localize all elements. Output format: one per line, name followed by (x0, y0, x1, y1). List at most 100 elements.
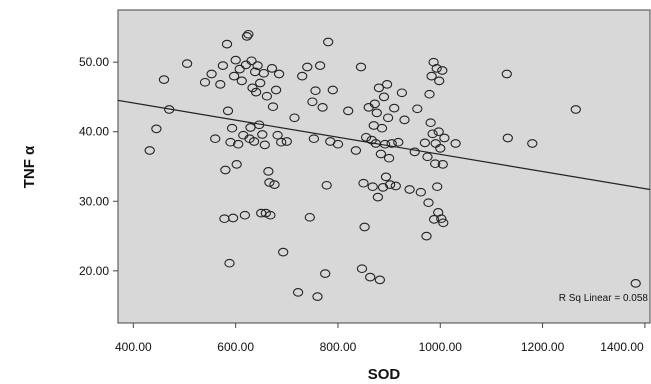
data-point (425, 118, 436, 128)
data-point (248, 137, 260, 146)
x-tick-label: 600.00 (217, 340, 254, 354)
data-point (245, 123, 256, 132)
x-tick-label: 400.00 (115, 340, 152, 354)
data-point (210, 134, 221, 144)
data-point (261, 91, 273, 101)
data-point (250, 87, 262, 97)
data-point (422, 152, 433, 162)
data-point (265, 210, 276, 220)
y-axis: 20.00 30.00 40.00 50.00 (79, 55, 118, 278)
data-point (399, 115, 410, 125)
data-point (365, 272, 376, 282)
data-point (382, 113, 394, 123)
data-point (267, 102, 279, 112)
data-point (389, 103, 400, 113)
data-point (314, 61, 326, 70)
x-tick-label: 800.00 (320, 340, 357, 354)
data-point (263, 167, 274, 176)
data-point (415, 187, 426, 197)
data-point (426, 71, 437, 81)
data-point (241, 32, 253, 41)
x-axis: 400.00 600.00 800.00 1000.00 1200.00 1400.00 (115, 323, 646, 354)
data-point (527, 139, 538, 148)
y-tick-label: 50.00 (79, 55, 109, 69)
data-point (264, 178, 275, 187)
data-point (371, 108, 382, 118)
data-point (206, 69, 217, 79)
data-point (256, 208, 267, 218)
data-point (227, 213, 239, 223)
data-point (435, 144, 446, 153)
data-point (259, 140, 270, 150)
data-point (289, 113, 300, 123)
data-point (230, 55, 241, 65)
data-point (386, 139, 397, 148)
data-point (369, 99, 380, 109)
data-point (421, 231, 432, 241)
data-point (430, 159, 441, 169)
data-point (302, 62, 313, 72)
data-point (374, 275, 386, 285)
data-point (321, 180, 332, 190)
data-point (412, 104, 423, 114)
data-point (269, 180, 280, 189)
data-point (221, 39, 233, 49)
data-point (220, 165, 231, 175)
data-point (266, 64, 278, 73)
data-point (224, 258, 235, 268)
data-point (431, 64, 442, 73)
data-point (225, 137, 236, 147)
data-point (360, 132, 372, 142)
data-point (297, 71, 308, 81)
data-point (257, 130, 268, 139)
data-point (308, 134, 320, 144)
data-point (255, 78, 266, 88)
data-point (239, 210, 251, 220)
data-point (292, 288, 304, 297)
data-point (450, 139, 461, 148)
data-point (433, 127, 444, 137)
x-tick-label: 1400.00 (600, 340, 644, 354)
data-point (375, 149, 387, 159)
data-point (630, 279, 641, 288)
data-point (215, 80, 226, 89)
data-point (270, 85, 282, 95)
data-point (276, 137, 287, 147)
data-point (234, 64, 245, 74)
data-point (419, 138, 431, 148)
y-tick-label: 20.00 (79, 264, 109, 278)
data-point (246, 56, 257, 66)
data-point (381, 80, 393, 89)
data-point (233, 139, 244, 149)
data-point (432, 182, 443, 192)
data-points (144, 29, 641, 301)
data-point (343, 106, 354, 116)
y-tick-label: 30.00 (79, 194, 109, 208)
data-point (320, 269, 331, 278)
data-point (427, 129, 438, 139)
data-point (243, 29, 254, 39)
data-point (252, 61, 263, 70)
data-point (409, 147, 420, 157)
data-point (378, 92, 390, 102)
data-point (181, 59, 193, 68)
x-axis-title: SOD (368, 366, 401, 383)
data-point (312, 292, 323, 301)
data-point (396, 88, 408, 98)
data-point (380, 172, 392, 182)
data-point (434, 76, 445, 86)
data-point (570, 105, 581, 114)
data-point (404, 185, 415, 194)
data-point (428, 215, 440, 224)
data-point (367, 182, 378, 192)
data-point (327, 85, 338, 95)
data-point (383, 153, 395, 163)
data-point (424, 89, 435, 99)
y-axis-title: TNF α (21, 145, 38, 188)
data-point (359, 222, 370, 232)
data-point (376, 123, 388, 133)
data-point (281, 137, 292, 146)
data-point (222, 106, 234, 116)
data-point (390, 181, 401, 191)
